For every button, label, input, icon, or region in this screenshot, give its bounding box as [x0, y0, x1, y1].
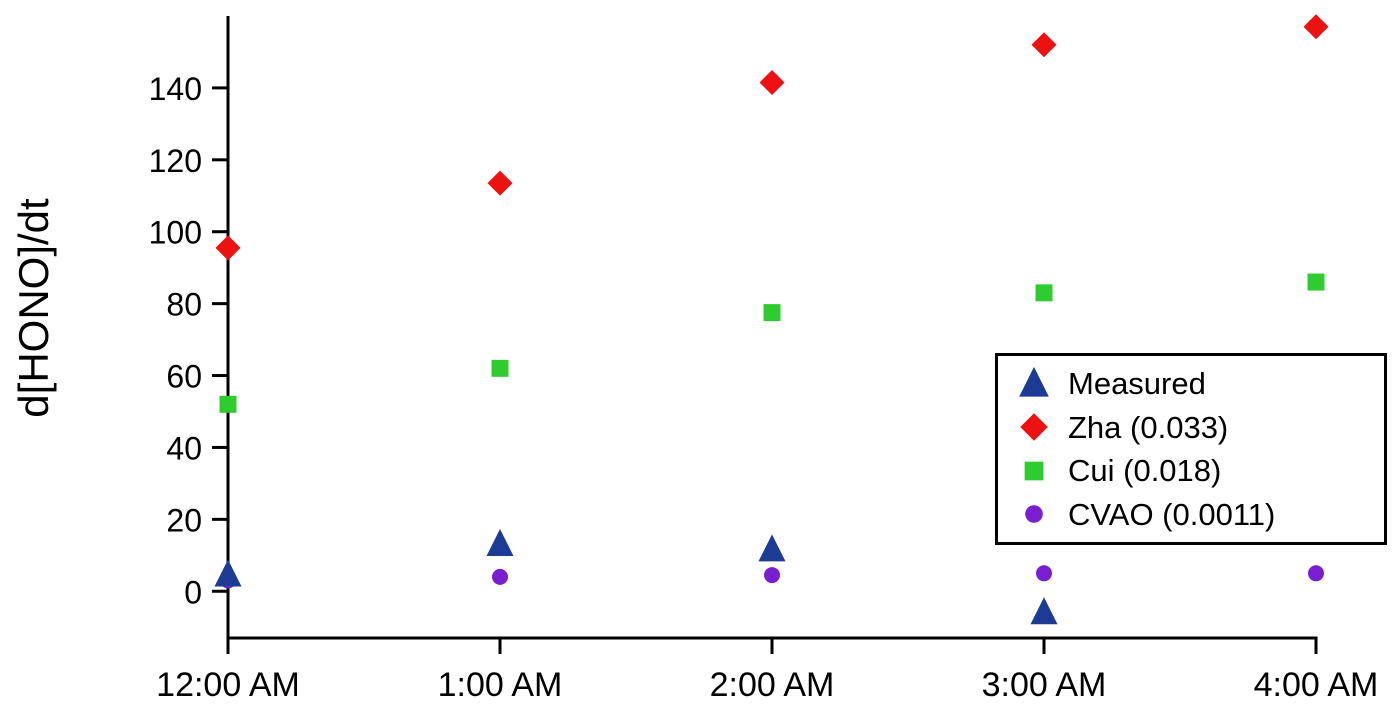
y-tick-label: 120: [149, 143, 202, 179]
legend-item-cvao: CVAO (0.0011): [1010, 495, 1372, 533]
data-point: [214, 559, 242, 587]
y-tick-label: 80: [166, 287, 202, 323]
circle-marker: [1025, 505, 1043, 524]
data-point: [758, 534, 786, 562]
data-point: [487, 170, 513, 196]
legend-item-cui: Cui (0.018): [1010, 452, 1372, 490]
data-point: [492, 568, 508, 585]
data-point: [491, 359, 509, 377]
y-tick-label: 0: [184, 574, 202, 610]
zha-diamond-icon: [1010, 408, 1058, 446]
legend-label: CVAO (0.0011): [1068, 496, 1276, 532]
legend-item-zha: Zha (0.033): [1010, 408, 1372, 446]
data-point: [764, 567, 780, 584]
cui-square-icon: [1010, 452, 1058, 490]
y-tick-label: 140: [149, 71, 202, 107]
data-point: [1307, 273, 1325, 291]
diamond-marker: [1020, 413, 1048, 441]
data-point: [763, 304, 781, 322]
square-marker: [1024, 461, 1044, 481]
cvao-circle-icon: [1010, 495, 1058, 533]
legend: Measured Zha (0.033) Cui (0.018) CVAO (0…: [995, 353, 1387, 545]
x-tick-label: 3:00 AM: [982, 666, 1107, 704]
data-point: [1303, 14, 1329, 40]
legend-label: Measured: [1068, 366, 1206, 402]
data-point: [759, 70, 785, 96]
data-point: [1308, 565, 1324, 582]
y-tick-label: 20: [166, 502, 202, 538]
data-point: [1031, 32, 1057, 58]
y-axis-title: d[HONO]/dt: [10, 198, 57, 418]
data-point: [1035, 284, 1053, 302]
data-point: [486, 528, 514, 556]
x-tick-label: 12:00 AM: [156, 666, 300, 704]
y-tick-label: 40: [166, 430, 202, 466]
x-tick-label: 2:00 AM: [710, 666, 835, 704]
data-point: [215, 235, 241, 261]
x-tick-label: 1:00 AM: [438, 666, 563, 704]
y-tick-label: 100: [149, 215, 202, 251]
measured-triangle-icon: [1010, 365, 1058, 403]
y-tick-label: 60: [166, 359, 202, 395]
legend-label: Cui (0.018): [1068, 453, 1222, 489]
legend-item-measured: Measured: [1010, 365, 1372, 403]
data-point: [219, 395, 237, 413]
data-point: [1036, 565, 1052, 582]
legend-label: Zha (0.033): [1068, 409, 1229, 445]
data-point: [1030, 597, 1058, 625]
triangle-marker: [1019, 366, 1049, 397]
x-tick-label: 4:00 AM: [1254, 666, 1379, 704]
